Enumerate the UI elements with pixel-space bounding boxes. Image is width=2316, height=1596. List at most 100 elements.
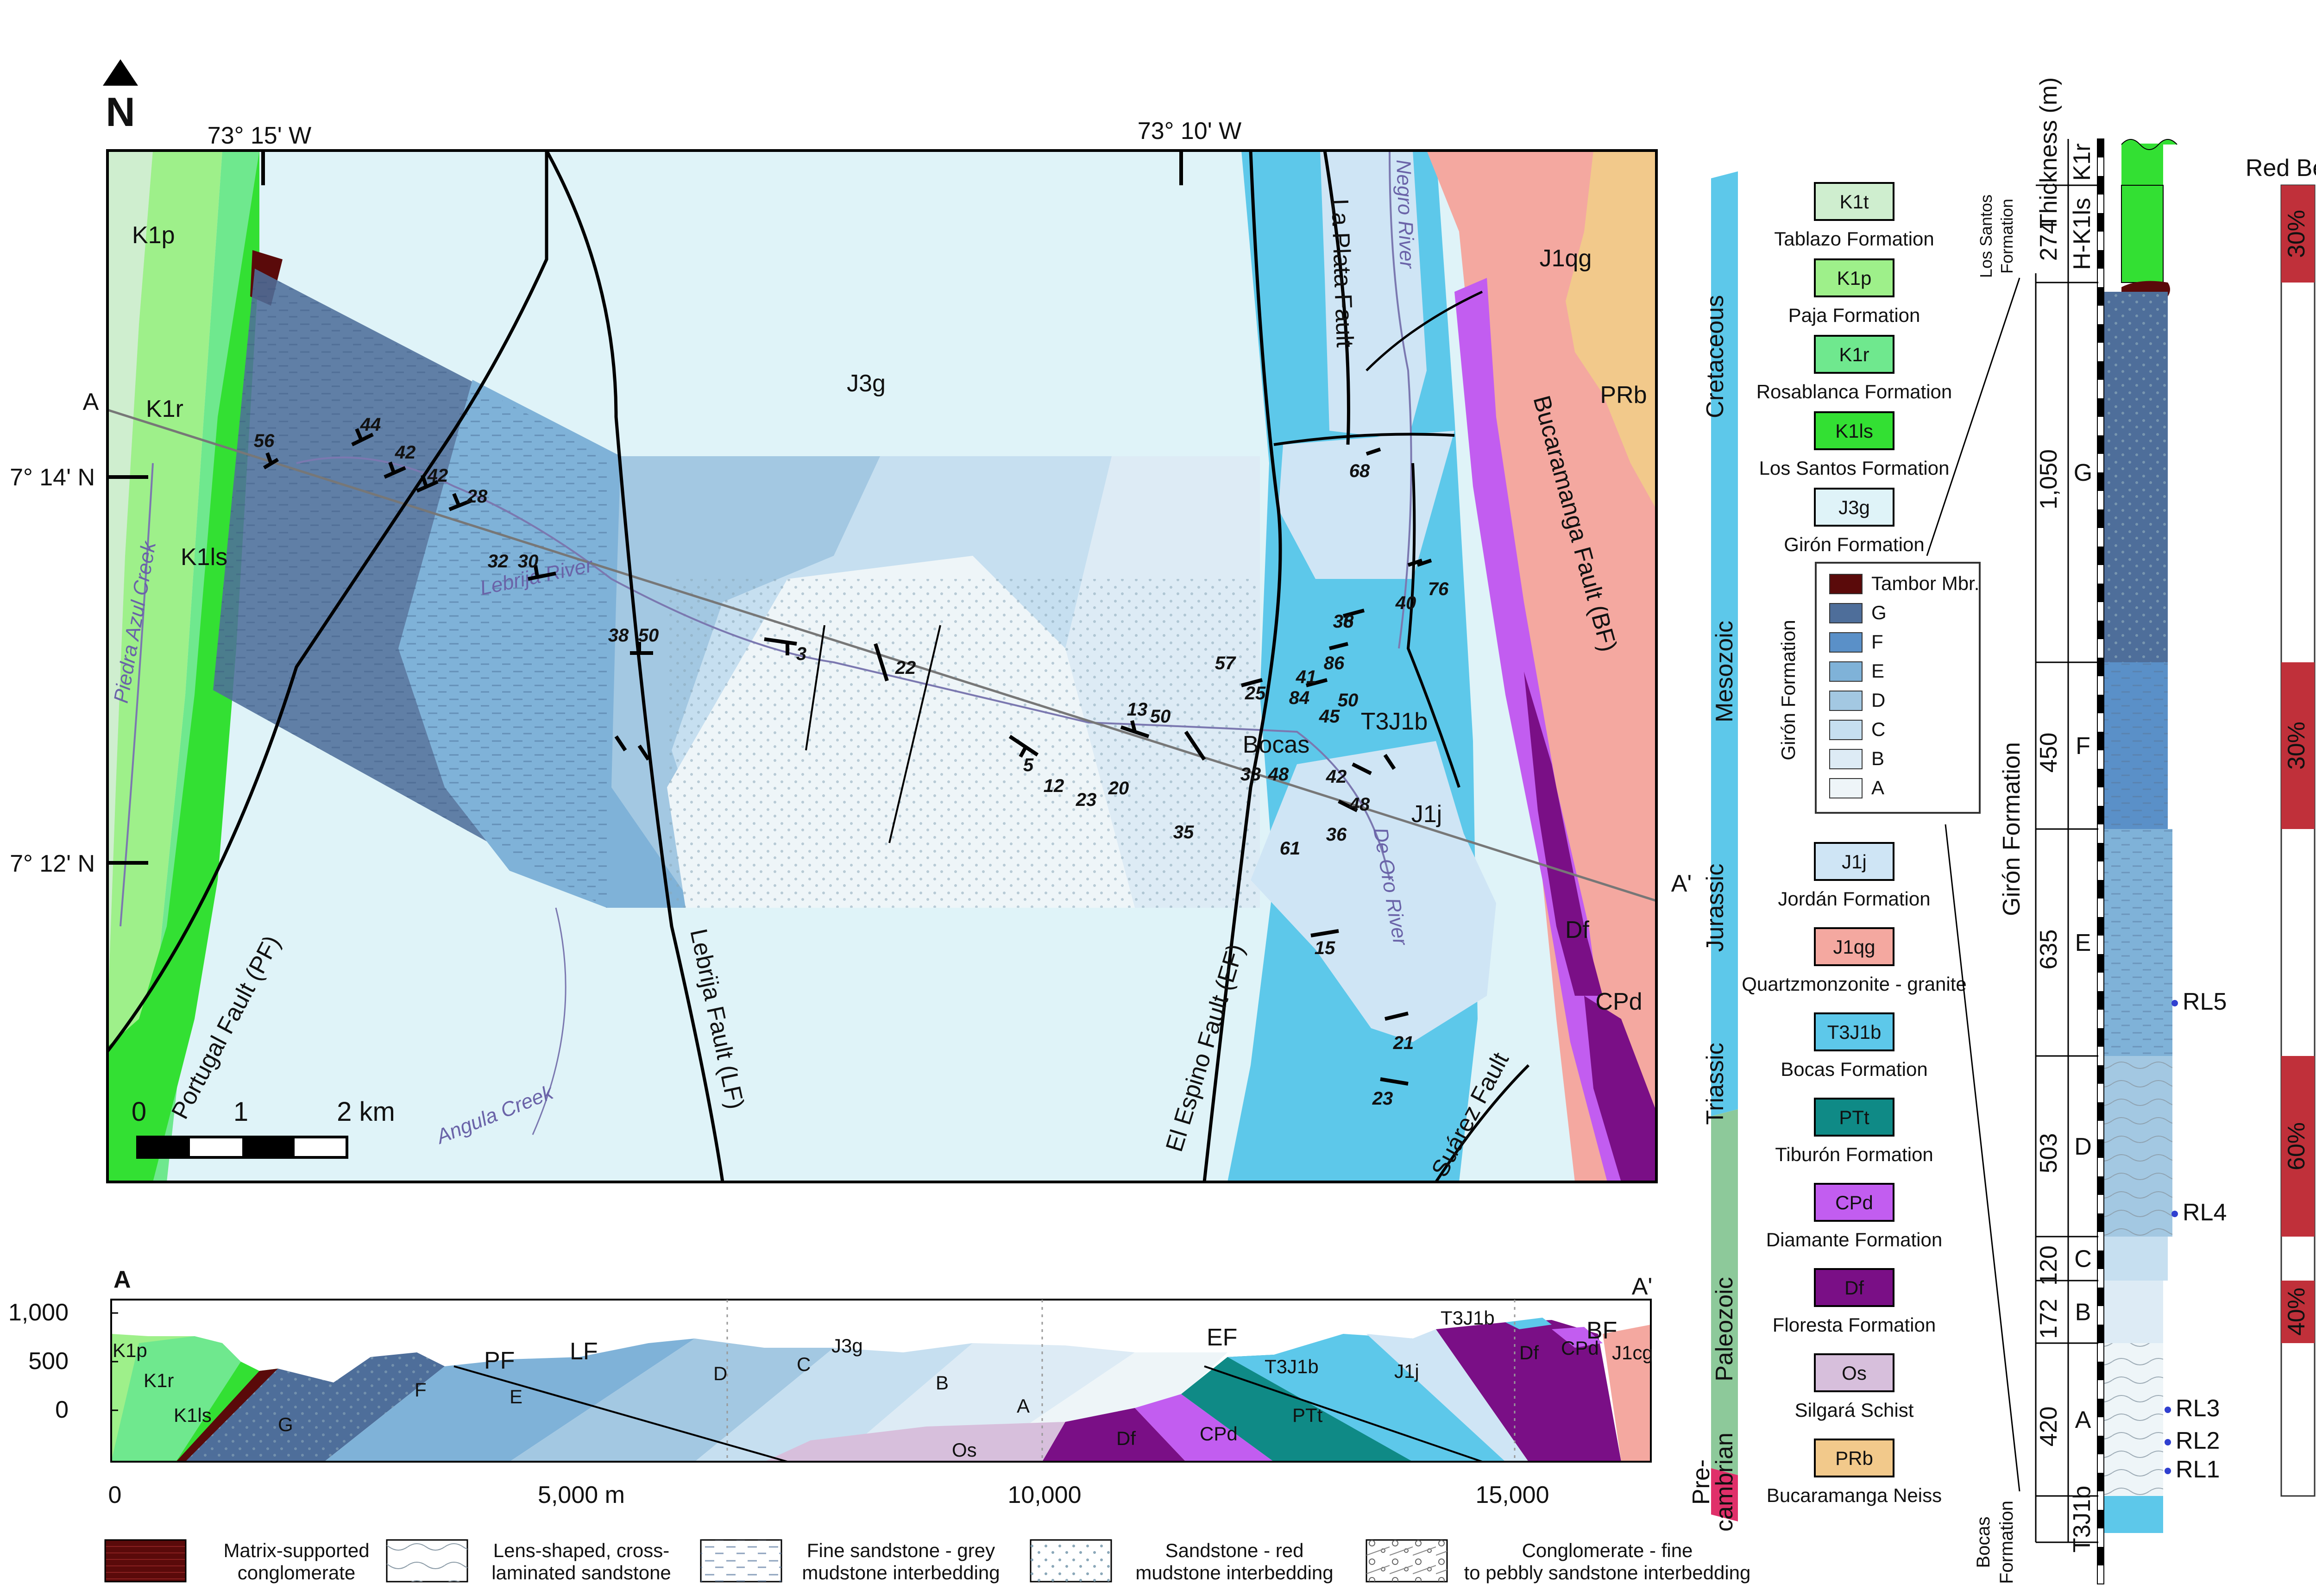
- era-paleozoic: Paleozoic: [1711, 1277, 1738, 1381]
- section-frame: [110, 1299, 1652, 1463]
- sample-label: RL3: [2176, 1395, 2220, 1422]
- scale-bar: 0 1 2 km: [132, 1097, 395, 1159]
- dip-label: 15: [1315, 938, 1335, 958]
- sample-dot: [2165, 1407, 2171, 1413]
- sec-bf: BF: [1586, 1317, 1617, 1344]
- legend-name-j1qg: Quartzmonzonite - granite: [1742, 973, 1967, 995]
- cross-fault-line: [1273, 433, 1455, 446]
- lon-left-label: 73° 15' W: [208, 122, 311, 149]
- section-x-tick: 15,000: [1475, 1482, 1549, 1508]
- red-beds-g: 30%: [2283, 210, 2310, 258]
- scale-label-0: 0: [132, 1097, 146, 1127]
- sec-c: C: [797, 1353, 811, 1375]
- sec-k1p: K1p: [113, 1339, 147, 1361]
- member-label: C: [1871, 718, 1885, 740]
- lon-right-label: 73° 10' W: [1138, 118, 1241, 145]
- swatch-conglomerate: [1366, 1540, 1447, 1582]
- negro-river-label: Negro River: [1392, 159, 1418, 270]
- legend-code-j3g: J3g: [1838, 496, 1870, 518]
- thickness-value: 635: [2035, 930, 2062, 970]
- thickness-value: 503: [2035, 1133, 2062, 1174]
- member-swatch: [1829, 749, 1863, 769]
- column-unit-label: E: [2075, 930, 2091, 956]
- legend-name-cpd: Diamante Formation: [1766, 1229, 1942, 1250]
- la-plata-fault-label: La Plata Fault: [1326, 198, 1358, 348]
- sec-k1r: K1r: [144, 1370, 174, 1391]
- sec-pf: PF: [484, 1347, 515, 1374]
- legend-code-cpd: CPd: [1835, 1192, 1873, 1213]
- dip-label: 86: [1324, 653, 1345, 673]
- dip-label: 48: [1349, 794, 1370, 815]
- sec-cpd2: CPd: [1561, 1337, 1599, 1359]
- dip-label: 33: [1240, 764, 1261, 785]
- column-unit-label: F: [2076, 733, 2090, 760]
- map-k1ls-label: K1ls: [181, 544, 227, 571]
- mesozoic-bar: [1711, 171, 1738, 1116]
- red-beds-f: 30%: [2283, 722, 2310, 770]
- lat-bottom-label: 7° 12' N: [10, 850, 95, 877]
- legend-code-ptt: PTt: [1839, 1106, 1869, 1128]
- section-c: [695, 1343, 973, 1462]
- map-t3j1b-label: T3J1b: [1361, 708, 1428, 735]
- legend-name-k1p: Paja Formation: [1788, 304, 1920, 326]
- thickness-value: 172: [2035, 1299, 2062, 1339]
- dip-label: 50: [1338, 690, 1359, 710]
- sec-j1cg: J1cg: [1612, 1342, 1653, 1364]
- member-label: G: [1871, 602, 1887, 623]
- legend-text-4a: Sandstone - red: [1165, 1539, 1304, 1561]
- legend-code-t3j1b: T3J1b: [1827, 1021, 1882, 1043]
- member-swatch: [1829, 691, 1863, 711]
- sample-label: RL5: [2183, 988, 2227, 1015]
- paleozoic-bar: [1711, 1109, 1738, 1475]
- giron-formation-label: Girón Formation: [1998, 742, 2025, 916]
- legend-swatch-ptt: [1814, 1098, 1894, 1137]
- profile-start-label: A: [83, 389, 99, 415]
- dip-label: 50: [1150, 706, 1171, 727]
- la-plata-fault-line: [1323, 151, 1350, 445]
- legend-name-os: Silgará Schist: [1795, 1399, 1914, 1421]
- unit-k1p-area: [107, 151, 222, 1182]
- thickness-title: Thickness (m): [2035, 77, 2062, 228]
- map-prb-label: PRb: [1600, 382, 1647, 408]
- legend-swatch-os: [1814, 1353, 1894, 1392]
- member-label: F: [1871, 631, 1883, 653]
- bocas-label-1: Bocas: [1973, 1516, 1994, 1568]
- unit-prb-area: [1566, 151, 1656, 509]
- unit-cpd-area: [1454, 278, 1656, 1182]
- column-unit-label: T3J1b: [2069, 1486, 2096, 1553]
- sec-df2: Df: [1519, 1342, 1539, 1364]
- dip-label: 42: [427, 465, 448, 486]
- dip-label: 25: [1245, 683, 1266, 704]
- sec-t3j1b-top: T3J1b: [1441, 1307, 1495, 1329]
- sec-e: E: [510, 1386, 522, 1407]
- section-x-tick: 10,000: [1007, 1482, 1081, 1508]
- legend-swatch-k1t: [1814, 182, 1894, 221]
- dip-label: 23: [1372, 1088, 1393, 1109]
- legend-swatch-t3j1b: [1814, 1012, 1894, 1051]
- unit-k1ls-area: [107, 151, 259, 1182]
- section-j1j: [1366, 1329, 1529, 1462]
- el-espino-fault-line: [1202, 151, 1282, 1182]
- legend-code-os: Os: [1842, 1362, 1867, 1384]
- legend-name-j3g: Girón Formation: [1784, 534, 1924, 555]
- member-label: E: [1871, 660, 1884, 682]
- map-df-label: Df: [1565, 917, 1590, 943]
- dip-label: 12: [1044, 776, 1064, 796]
- piedra-azul-creek-line: [120, 463, 154, 927]
- map-k1r-label: K1r: [146, 396, 183, 422]
- swatch-fine-sandstone: [701, 1540, 781, 1582]
- map-cpd-label: CPd: [1595, 988, 1642, 1015]
- member-swatch: [1829, 778, 1863, 798]
- member-label: A: [1871, 777, 1884, 798]
- dip-label: 40: [1395, 593, 1416, 613]
- dip-label: 42: [395, 442, 416, 463]
- legend-swatch-cpd: [1814, 1183, 1894, 1222]
- sample-label: RL1: [2176, 1456, 2220, 1483]
- section-ptt: [1181, 1355, 1413, 1462]
- section-y-tick: 0: [55, 1396, 69, 1423]
- dip-label: 5: [1023, 755, 1034, 775]
- thickness-value: 274: [2035, 221, 2062, 261]
- dip-label: 22: [895, 658, 916, 678]
- sec-j1j: J1j: [1394, 1360, 1419, 1382]
- dip-labels: 56 44 42 42 28 32 30 38 50 3 22 5 12 23 …: [254, 415, 1449, 1109]
